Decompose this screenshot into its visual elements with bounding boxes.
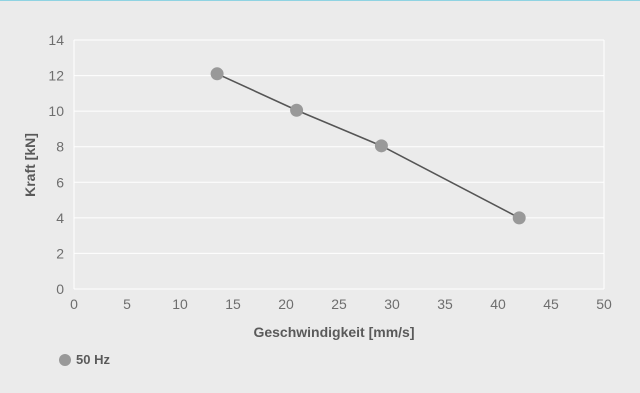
y-tick-label-6: 12 [48, 68, 64, 84]
data-point-0-1 [290, 103, 304, 117]
legend: 50 Hz [59, 352, 110, 367]
x-tick-label-9: 45 [543, 296, 559, 312]
data-point-0-0 [210, 67, 224, 81]
x-tick-label-2: 10 [172, 296, 188, 312]
gridlines [73, 39, 605, 290]
y-axis-title: Kraft [kN] [22, 133, 38, 197]
y-tick-label-7: 14 [48, 32, 64, 48]
x-tick-label-3: 15 [225, 296, 241, 312]
x-tick-label-5: 25 [331, 296, 347, 312]
x-tick-label-10: 50 [596, 296, 612, 312]
legend-label: 50 Hz [76, 352, 110, 367]
data-point-0-2 [374, 139, 388, 153]
y-tick-label-0: 0 [56, 281, 64, 297]
x-tick-label-7: 35 [437, 296, 453, 312]
x-tick-label-8: 40 [490, 296, 506, 312]
y-axis-ticks: 0 2 4 6 8 10 12 14 [48, 32, 64, 297]
x-tick-label-0: 0 [70, 296, 78, 312]
x-tick-label-1: 5 [123, 296, 131, 312]
legend-marker [59, 353, 71, 366]
x-tick-label-6: 30 [384, 296, 400, 312]
series-layer [210, 67, 526, 225]
x-axis-ticks: 0 5 10 15 20 25 30 35 40 45 50 [70, 296, 612, 312]
data-point-0-3 [512, 211, 526, 225]
y-tick-label-2: 4 [56, 210, 64, 226]
series-line-0 [216, 73, 520, 219]
y-tick-label-5: 10 [48, 103, 64, 119]
y-tick-label-3: 6 [56, 174, 64, 190]
y-tick-label-1: 2 [56, 245, 64, 261]
x-tick-label-4: 20 [278, 296, 294, 312]
y-tick-label-4: 8 [56, 139, 64, 155]
x-axis-title: Geschwindigkeit [mm/s] [253, 324, 414, 340]
